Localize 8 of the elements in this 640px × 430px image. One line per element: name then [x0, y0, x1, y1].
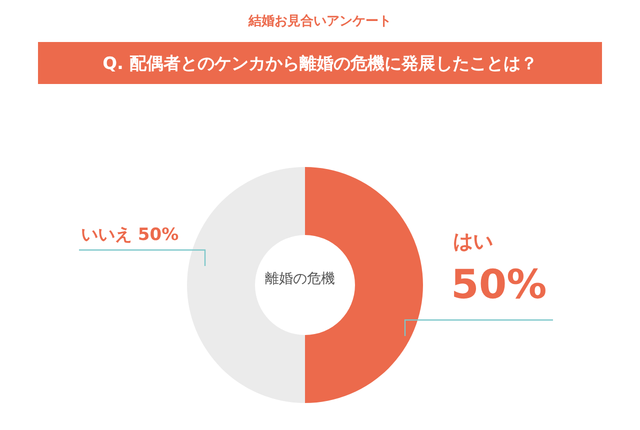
slice-label: いいえ 50%	[81, 225, 179, 245]
data-label: 50%	[451, 262, 547, 308]
chart-title: Q. 配偶者とのケンカから離婚の危機に発展したことは？	[38, 42, 602, 84]
slice-label: はい	[453, 229, 493, 253]
text: 離婚の危機	[264, 270, 336, 288]
donut-slice	[305, 167, 423, 403]
donut-slice	[187, 167, 305, 403]
chart-subtitle: 結婚お見合いアンケート	[247, 13, 392, 30]
